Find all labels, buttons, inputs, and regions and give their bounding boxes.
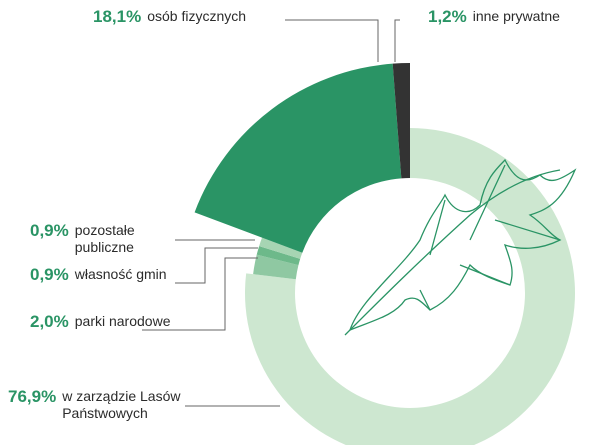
value-label: 76,9% bbox=[8, 388, 56, 406]
category-label: osób fizycznych bbox=[147, 8, 246, 25]
segment-label: 0,9% własność gmin bbox=[30, 266, 167, 284]
chart: 76,9% w zarządzie Lasów Państwowych 2,0% pa… bbox=[0, 0, 599, 445]
segment-label: 1,2% inne prywatne bbox=[428, 8, 560, 26]
category-label: parki narodowe bbox=[75, 313, 171, 330]
segment-label: 2,0% parki narodowe bbox=[30, 313, 170, 331]
segment-label: 18,1% osób fizycznych bbox=[93, 8, 246, 26]
segment-label: 0,9% pozostałe publiczne bbox=[30, 222, 185, 256]
value-label: 0,9% bbox=[30, 266, 69, 284]
value-label: 18,1% bbox=[93, 8, 141, 26]
category-label: inne prywatne bbox=[473, 8, 560, 25]
segment-label: 76,9% w zarządzie Lasów Państwowych bbox=[8, 388, 182, 422]
category-label: pozostałe publiczne bbox=[75, 222, 185, 256]
value-label: 1,2% bbox=[428, 8, 467, 26]
pie-segment bbox=[195, 64, 402, 253]
value-label: 2,0% bbox=[30, 313, 69, 331]
category-label: w zarządzie Lasów Państwowych bbox=[62, 388, 182, 422]
value-label: 0,9% bbox=[30, 222, 69, 240]
category-label: własność gmin bbox=[75, 266, 167, 283]
